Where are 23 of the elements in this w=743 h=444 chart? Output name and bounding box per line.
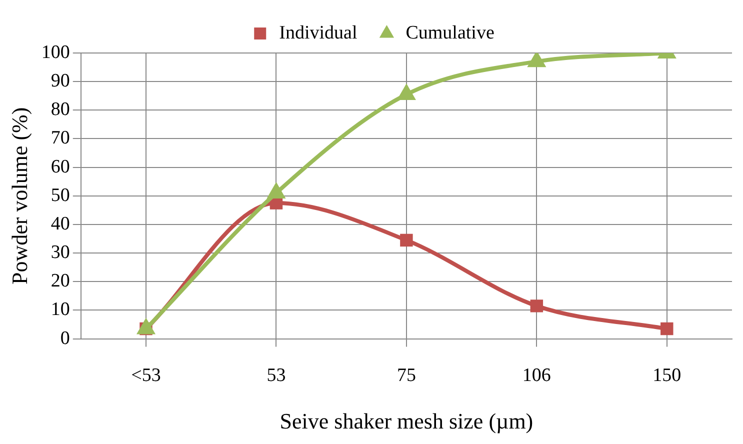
y-tick-label: 20 xyxy=(50,270,70,292)
y-tick-label: 70 xyxy=(50,128,70,149)
point xyxy=(400,234,413,247)
y-tick-label: 60 xyxy=(50,156,70,178)
y-tick-label: 10 xyxy=(50,299,70,320)
point xyxy=(530,300,544,312)
y-tick-label: 40 xyxy=(50,213,70,234)
y-tick-label: 50 xyxy=(50,184,70,206)
x-tick-label: 150 xyxy=(652,365,682,386)
y-tick-label: 30 xyxy=(50,242,70,264)
y-tick-label: 90 xyxy=(50,70,70,92)
x-tick-label: 53 xyxy=(266,365,286,386)
y-tick-label: 80 xyxy=(50,99,70,120)
point xyxy=(660,322,674,336)
y-tick-label: 100 xyxy=(41,42,70,63)
x-tick-label: 75 xyxy=(396,365,416,386)
y-axis-title: Powder volume (%) xyxy=(6,107,32,284)
x-tick-label: 106 xyxy=(522,365,551,386)
legend-label: Individual xyxy=(279,22,358,44)
y-tick-label: 0 xyxy=(60,328,70,349)
x-axis-title: Seive shaker mesh size (µm) xyxy=(280,408,534,434)
legend-label: Cumulative xyxy=(406,22,494,44)
x-tick-label: <53 xyxy=(131,365,161,386)
